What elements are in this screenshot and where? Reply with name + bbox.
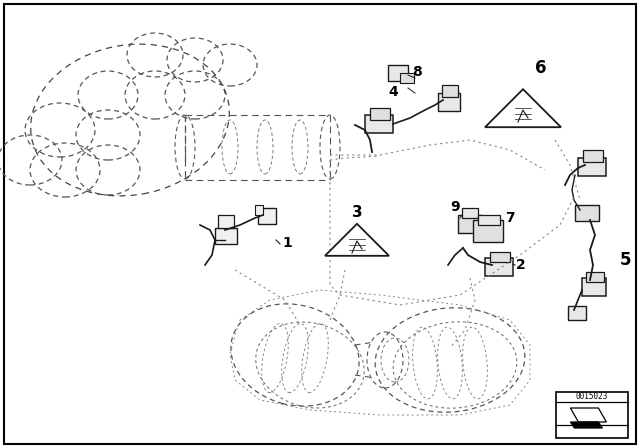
Text: 8: 8 xyxy=(412,65,422,79)
Text: 9: 9 xyxy=(451,200,460,214)
Polygon shape xyxy=(570,408,607,422)
Text: 5: 5 xyxy=(620,251,632,269)
Text: 1: 1 xyxy=(282,236,292,250)
Bar xyxy=(575,205,599,221)
Bar xyxy=(258,208,276,224)
Bar xyxy=(438,93,460,111)
Bar xyxy=(490,252,510,262)
Text: 0015023: 0015023 xyxy=(576,392,608,401)
Bar xyxy=(215,228,237,244)
Text: 7: 7 xyxy=(505,211,515,225)
Polygon shape xyxy=(325,224,389,256)
Bar xyxy=(556,392,628,438)
Bar xyxy=(388,65,408,81)
Text: 3: 3 xyxy=(352,204,362,220)
Text: 4: 4 xyxy=(388,85,397,99)
Bar xyxy=(458,215,482,233)
Text: 6: 6 xyxy=(535,59,547,77)
Bar xyxy=(586,272,604,282)
Polygon shape xyxy=(485,89,561,127)
Bar xyxy=(255,205,263,215)
Bar xyxy=(218,215,234,228)
Bar xyxy=(365,115,393,133)
Bar xyxy=(583,150,603,162)
Bar xyxy=(485,258,513,276)
Bar xyxy=(442,85,458,97)
Bar xyxy=(578,158,606,176)
Bar xyxy=(400,73,414,83)
Bar xyxy=(478,215,500,225)
Bar xyxy=(473,220,503,242)
Bar xyxy=(462,208,478,218)
Bar xyxy=(370,108,390,120)
Bar xyxy=(568,306,586,320)
Polygon shape xyxy=(570,422,602,428)
Bar xyxy=(582,278,606,296)
Text: 2: 2 xyxy=(516,258,525,272)
